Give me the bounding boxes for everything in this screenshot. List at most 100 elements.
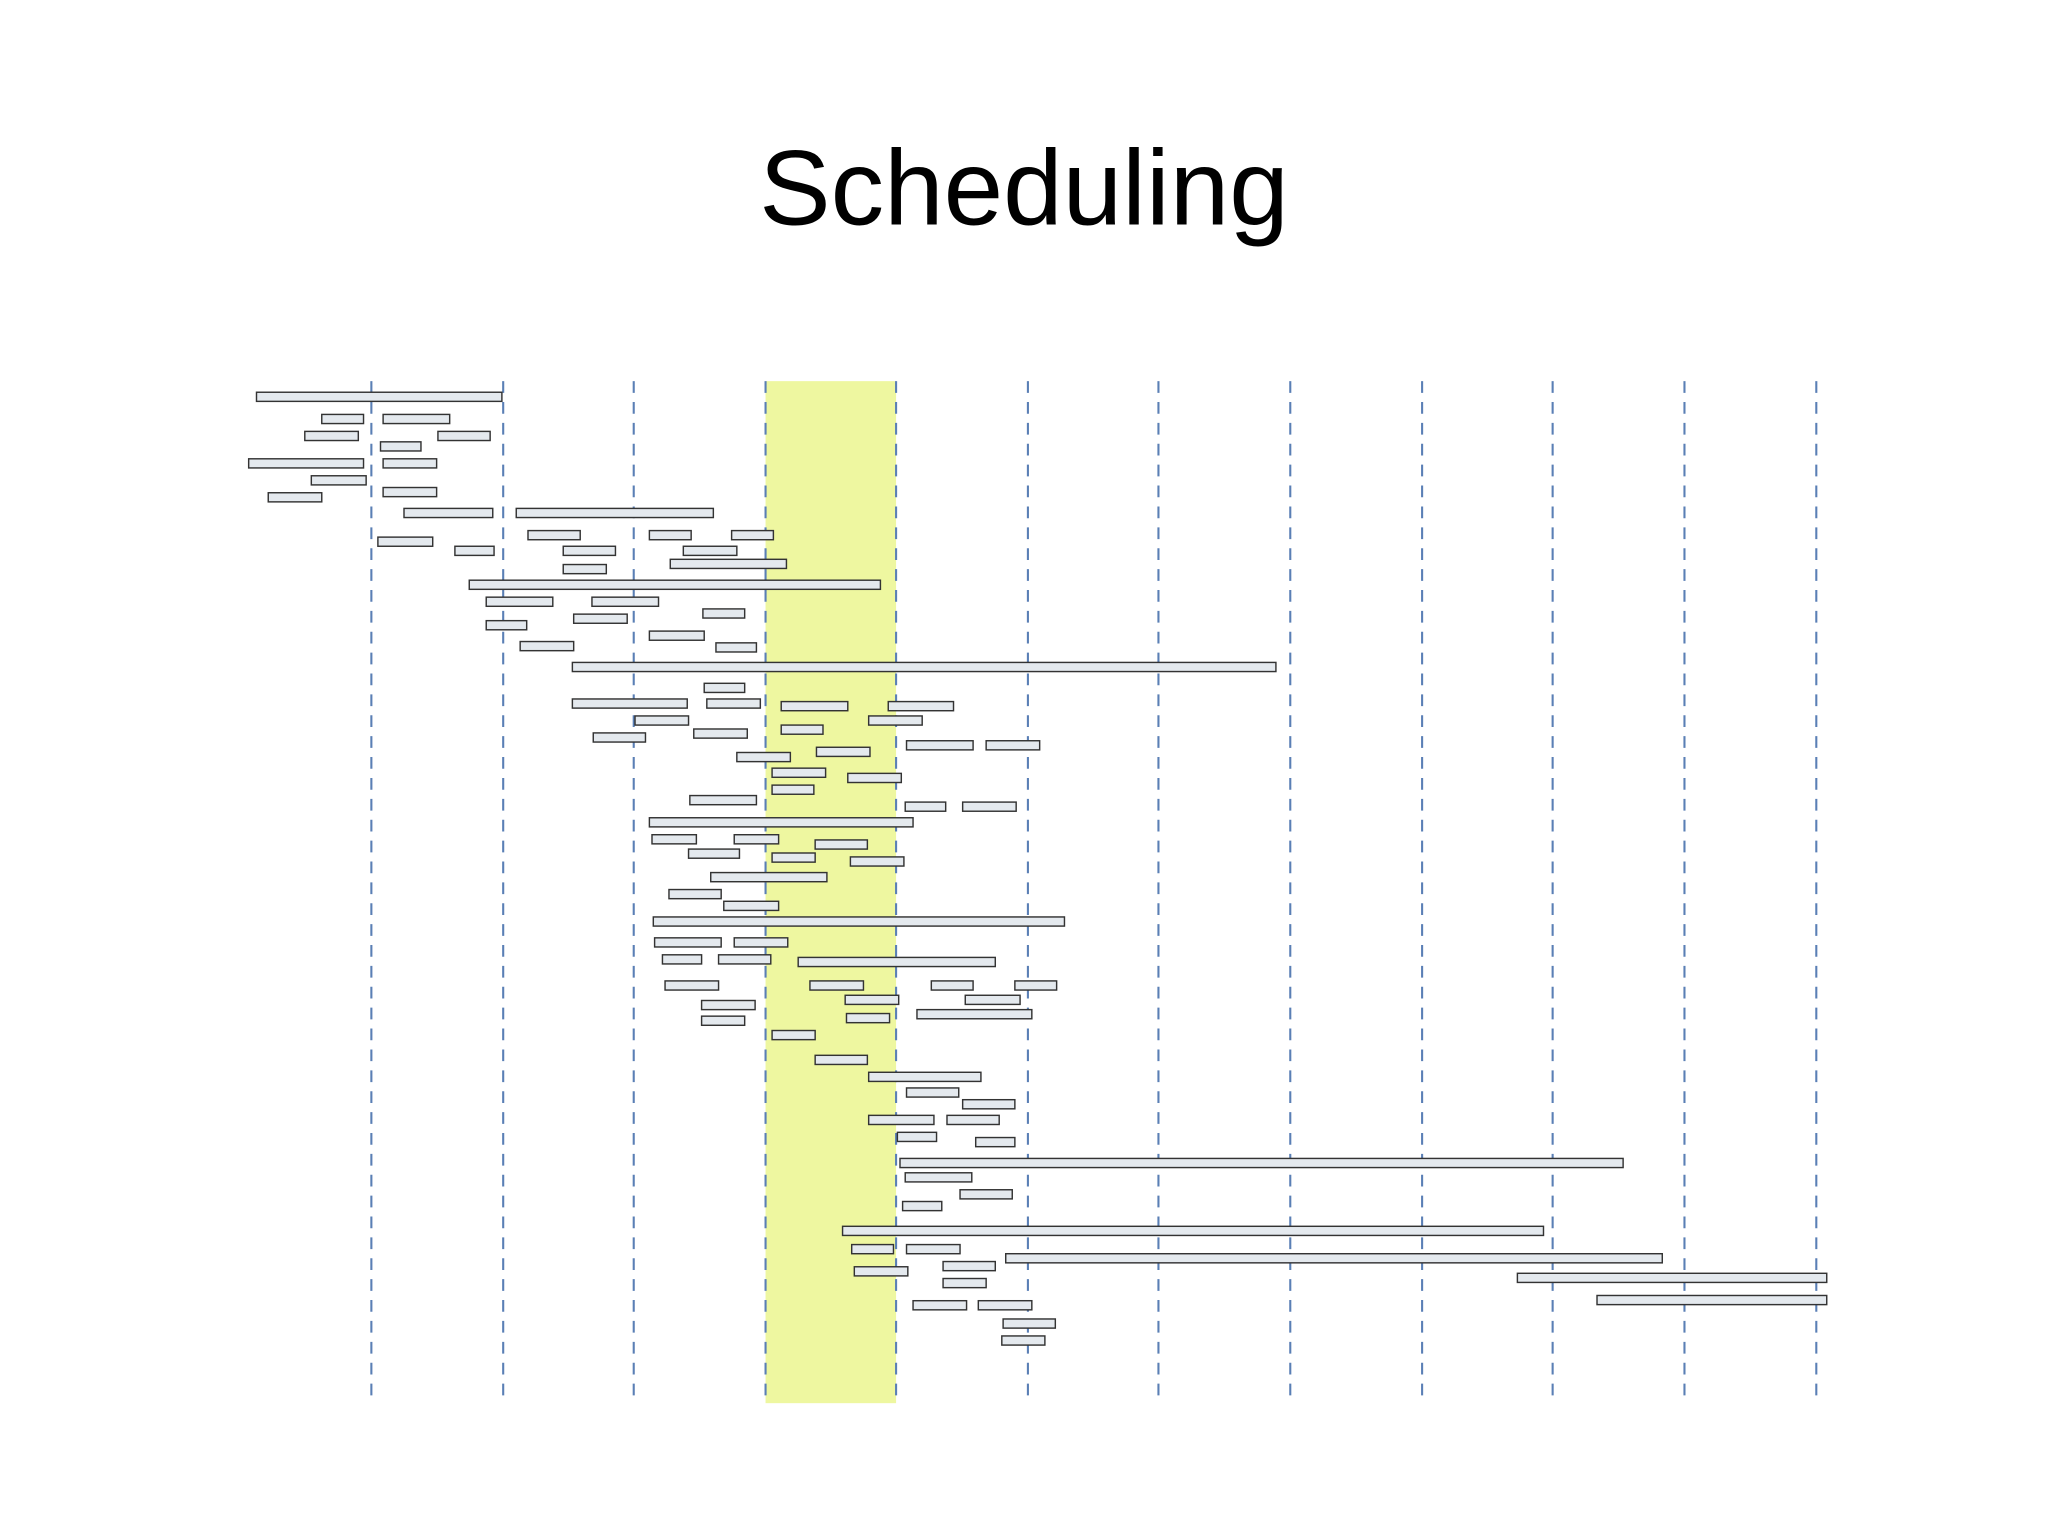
task-bar	[255, 391, 503, 403]
task-bar	[310, 475, 367, 486]
task-bar	[652, 916, 1066, 927]
task-bar	[733, 834, 780, 845]
task-bar	[706, 698, 762, 709]
task-bar	[468, 579, 882, 591]
task-bar	[771, 852, 816, 863]
task-bar	[780, 724, 824, 735]
task-bar	[916, 1008, 1033, 1020]
task-bars	[247, 391, 1828, 1346]
task-bar	[571, 698, 688, 709]
task-bar	[942, 1260, 997, 1272]
task-bar	[797, 956, 997, 968]
task-bar	[485, 619, 528, 631]
task-bar	[867, 1071, 982, 1083]
task-bar	[267, 492, 323, 503]
task-bar	[687, 848, 741, 859]
task-bar	[247, 458, 365, 469]
task-bar	[1001, 1335, 1046, 1346]
task-bar	[700, 999, 756, 1011]
task-bar	[682, 545, 738, 557]
task-bar	[867, 1114, 935, 1126]
dashed-lines	[370, 381, 1818, 1404]
task-bar	[841, 1225, 1545, 1237]
task-bar	[648, 529, 692, 541]
task-bar	[717, 954, 772, 965]
task-bar	[942, 1277, 987, 1289]
task-bar	[702, 608, 746, 619]
task-bar	[912, 1299, 968, 1311]
task-bar	[959, 1189, 1013, 1200]
task-bar	[437, 430, 491, 442]
task-bar	[648, 630, 705, 641]
task-bar	[689, 794, 758, 806]
task-bar	[771, 767, 827, 779]
task-bar	[961, 1098, 1016, 1110]
task-bar	[930, 980, 974, 991]
task-bar	[710, 871, 828, 883]
task-bar	[845, 1012, 891, 1024]
task-bar	[693, 728, 749, 739]
task-bar	[723, 900, 780, 912]
task-bar	[736, 751, 792, 763]
task-bar	[809, 980, 865, 991]
task-bar	[562, 563, 608, 575]
task-bar	[844, 994, 900, 1006]
task-bar	[905, 1087, 960, 1098]
task-bar	[780, 700, 849, 712]
task-bar	[815, 746, 871, 758]
task-bar	[853, 1266, 909, 1277]
task-bar	[904, 1172, 973, 1183]
task-bar	[634, 715, 690, 726]
task-bar	[700, 1015, 746, 1027]
task-bar	[591, 596, 660, 608]
task-bar	[592, 732, 647, 743]
task-bar	[771, 1029, 816, 1041]
task-bar	[887, 700, 955, 712]
task-bar	[1002, 1318, 1057, 1329]
task-bar	[304, 430, 360, 442]
task-bar	[814, 839, 869, 850]
task-bar	[905, 740, 974, 751]
task-bar	[382, 413, 451, 425]
task-bar	[974, 1136, 1016, 1148]
task-bar	[961, 801, 1017, 812]
task-bar	[771, 784, 815, 795]
task-bar	[905, 1243, 961, 1255]
task-bar	[651, 834, 698, 845]
task-bar	[847, 772, 903, 784]
task-bar	[485, 596, 554, 608]
task-bar	[901, 1200, 943, 1212]
task-bar	[730, 529, 775, 541]
task-bar	[849, 856, 905, 867]
task-bar	[648, 817, 914, 828]
task-bar	[946, 1114, 1000, 1126]
task-bar	[454, 545, 495, 557]
task-bar	[985, 740, 1041, 751]
task-bar	[733, 937, 789, 948]
task-bar	[1014, 980, 1058, 991]
task-bar	[814, 1054, 869, 1066]
task-bar	[382, 458, 438, 469]
task-bar	[899, 1157, 1624, 1169]
task-bar	[527, 529, 581, 541]
task-bar	[572, 613, 628, 624]
task-bar	[896, 1131, 938, 1143]
task-bar	[1516, 1272, 1828, 1284]
task-bar	[1005, 1252, 1663, 1264]
task-bar	[515, 507, 715, 519]
task-bar	[964, 994, 1021, 1006]
task-bar	[1596, 1294, 1828, 1306]
task-bar	[653, 937, 722, 948]
task-bar	[382, 486, 438, 498]
task-bar	[519, 640, 575, 652]
task-bar	[403, 507, 494, 519]
task-bar	[321, 413, 365, 425]
task-bar	[669, 558, 788, 570]
task-bar	[661, 954, 703, 965]
slide-title: Scheduling	[759, 128, 1289, 248]
task-bar	[904, 801, 947, 812]
task-bar	[562, 545, 617, 557]
task-bar	[867, 715, 923, 726]
task-bar	[715, 642, 758, 653]
